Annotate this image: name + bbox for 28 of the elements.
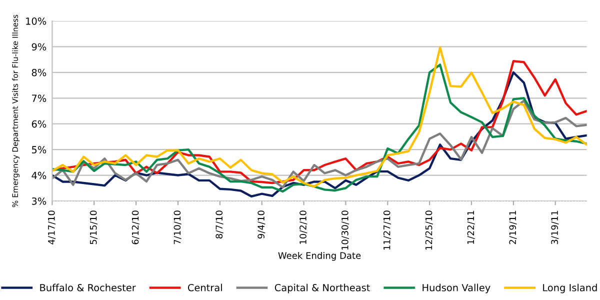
y-tick-label: 9% <box>32 43 46 51</box>
legend-label: Buffalo & Rochester <box>40 284 136 292</box>
line-series <box>52 100 587 188</box>
legend-label: Capital & Northeast <box>274 284 370 294</box>
x-tick-label: 2/19/11 <box>509 210 517 244</box>
x-tick-label: 12/25/10 <box>425 210 433 250</box>
x-tick-label: 3/19/11 <box>551 210 559 244</box>
x-tick-label: 7/10/10 <box>174 210 182 244</box>
x-tick-label: 4/17/10 <box>48 210 56 244</box>
x-tick-label: 10/30/10 <box>341 210 350 250</box>
y-tick-label: 3% <box>32 197 46 205</box>
y-tick-label: 10% <box>26 17 46 25</box>
y-tick-label: 5% <box>32 146 46 154</box>
y-tick-label: 6% <box>32 120 46 128</box>
y-tick-label: 7% <box>32 94 46 102</box>
x-axis-title: Week Ending Date <box>278 252 361 261</box>
x-tick-label: 11/27/10 <box>383 210 391 250</box>
x-tick-label: 1/22/11 <box>467 210 475 244</box>
legend-label: Long Island <box>543 284 597 294</box>
legend-label: Hudson Valley <box>422 284 490 294</box>
x-tick-label: 5/15/10 <box>90 210 98 244</box>
y-tick-label: 8% <box>32 68 46 76</box>
legend-label: Central <box>188 284 222 292</box>
x-tick-label: 10/2/10 <box>300 210 308 244</box>
x-tick-label: 8/7/10 <box>216 210 224 238</box>
x-tick-label: 6/12/10 <box>132 210 140 244</box>
y-tick-label: 4% <box>32 172 46 180</box>
x-tick-label: 9/4/10 <box>258 210 266 239</box>
